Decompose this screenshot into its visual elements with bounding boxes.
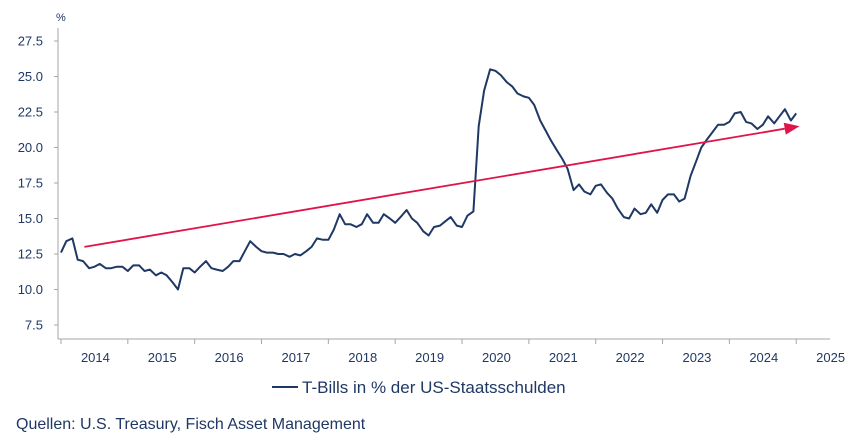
- x-tick-label: 2018: [348, 350, 377, 365]
- y-tick-label: 22.5: [18, 105, 43, 120]
- x-tick-label: 2021: [549, 350, 578, 365]
- y-tick-label: 15.0: [18, 211, 43, 226]
- x-tick-label: 2025: [816, 350, 845, 365]
- y-tick-label: 25.0: [18, 69, 43, 84]
- x-tick-label: 2020: [482, 350, 511, 365]
- y-tick-label: 10.0: [18, 282, 43, 297]
- x-tick-label: 2015: [148, 350, 177, 365]
- x-tick-label: 2016: [215, 350, 244, 365]
- source-note: Quellen: U.S. Treasury, Fisch Asset Mana…: [16, 416, 366, 433]
- x-tick-label: 2023: [682, 350, 711, 365]
- y-tick-label: 20.0: [18, 140, 43, 155]
- x-tick-label: 2014: [81, 350, 110, 365]
- x-tick-label: 2017: [281, 350, 310, 365]
- y-axis-unit-label: %: [56, 12, 66, 24]
- y-tick-label: 27.5: [18, 34, 43, 49]
- annotation-layer: [84, 122, 800, 248]
- y-tick-label: 12.5: [18, 247, 43, 262]
- legend: T-Bills in % der US-Staatsschulden: [272, 378, 566, 397]
- legend-label: T-Bills in % der US-Staatsschulden: [302, 378, 566, 397]
- x-tick-label: 2024: [749, 350, 778, 365]
- y-tick-label: 17.5: [18, 176, 43, 191]
- x-tick-label: 2019: [415, 350, 444, 365]
- series-layer: [60, 68, 798, 291]
- y-axis-ticks: 7.5 10.0 12.5 15.0 17.5 20.0 22.5 25.0 27.5: [18, 34, 58, 333]
- trend-arrow-line: [84, 127, 785, 248]
- y-tick-label: 7.5: [25, 318, 43, 333]
- x-axis-ticks: 2014 2015 2016 2017 2018 2019 2020 2021 2022 2023…: [60, 339, 845, 365]
- series-line-0: [60, 68, 798, 291]
- x-tick-label: 2022: [616, 350, 645, 365]
- trend-arrow-head: [783, 122, 800, 135]
